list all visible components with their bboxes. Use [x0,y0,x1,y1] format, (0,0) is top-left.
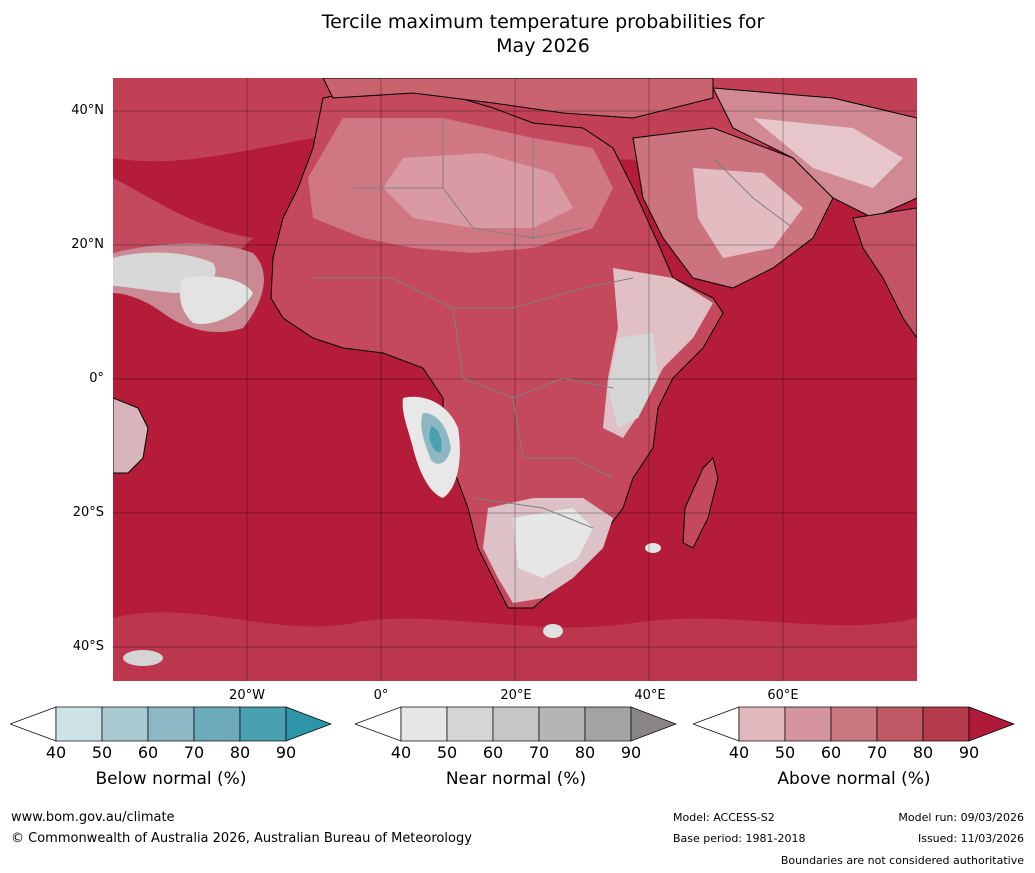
below-tick-80: 80 [229,743,251,762]
base-period-text: Base period: 1981-2018 [673,832,806,845]
below-swatch-40-50 [55,706,103,742]
near-tick-60: 60 [482,743,504,762]
above-tick-50: 50 [774,743,796,762]
below-swatch-over [285,706,332,742]
near-swatch-80-90 [584,706,632,742]
below-tick-40: 40 [45,743,67,762]
above-swatch-40-50 [738,706,786,742]
country-borders [313,118,794,529]
above-swatch-50-60 [784,706,832,742]
sahara-inner-region [383,153,573,228]
above-swatch-under [693,706,740,742]
southern-ocean-patch-2 [645,543,661,553]
near-tick-70: 70 [528,743,550,762]
arabia-lighter-region [693,168,803,258]
below-swatch-60-70 [147,706,195,742]
near-tick-40: 40 [390,743,412,762]
probability-map [113,78,917,681]
above-tick-60: 60 [820,743,842,762]
map-canvas [113,78,917,681]
madagascar [682,457,719,549]
title-line-2: May 2026 [496,35,590,57]
lat-label-40n: 40°N [71,103,104,118]
above-normal-label: Above normal (%) [777,769,931,789]
above-swatch-70-80 [876,706,924,742]
below-swatch-under [10,706,57,742]
colorbar-above-swatches [693,706,1015,742]
disclaimer-text: Boundaries are not considered authoritat… [780,854,1024,867]
lat-label-equator: 0° [89,371,104,386]
southern-ocean-patch-1 [543,624,563,638]
lat-label-20n: 20°N [71,237,104,252]
lon-label-20e: 20°E [500,688,532,703]
colorbar-above-normal [693,706,1015,742]
lat-label-40s: 40°S [72,639,104,654]
below-swatch-70-80 [193,706,241,742]
border-line-7 [472,497,594,529]
near-swatch-50-60 [446,706,494,742]
below-tick-90: 90 [275,743,297,762]
near-swatch-70-80 [538,706,586,742]
lon-label-40e: 40°E [634,688,666,703]
near-tick-50: 50 [436,743,458,762]
lon-label-60e: 60°E [767,688,799,703]
colorbar-below-swatches [10,706,332,742]
above-swatch-60-70 [830,706,878,742]
border-line-8 [712,157,794,229]
near-swatch-60-70 [492,706,540,742]
near-swatch-40-50 [400,706,448,742]
model-text: Model: ACCESS-S2 [673,811,775,824]
colorbar-below-normal [10,706,332,742]
copyright-text: © Commonwealth of Australia 2026, Austra… [11,831,472,846]
model-run-text: Model run: 09/03/2026 [898,811,1024,824]
near-swatch-over [630,706,677,742]
colorbar-near-swatches [355,706,677,742]
atlantic-near-normal-patch-2 [180,276,253,324]
lat-label-20s: 20°S [72,505,104,520]
website-link[interactable]: www.bom.gov.au/climate [11,810,175,825]
southern-africa-near-normal [513,508,593,578]
below-swatch-80-90 [239,706,287,742]
southern-ocean-patch-3 [123,650,163,666]
border-line-4 [313,277,634,309]
colorbar-near-normal [355,706,677,742]
below-tick-70: 70 [183,743,205,762]
namibia-below-normal-core [429,426,442,453]
europe-region [322,78,714,119]
below-tick-50: 50 [91,743,113,762]
south-america-edge [113,397,149,474]
east-africa-near-normal [608,333,658,428]
iran-lighter-region [753,118,903,188]
border-line-6 [512,397,614,479]
lon-label-0: 0° [373,688,389,703]
below-tick-60: 60 [137,743,159,762]
below-swatch-50-60 [101,706,149,742]
below-normal-label: Below normal (%) [95,769,247,789]
chart-title: Tercile maximum temperature probabilitie… [0,10,1035,58]
above-swatch-over [968,706,1015,742]
border-line-1 [353,187,584,239]
title-line-1: Tercile maximum temperature probabilitie… [321,11,765,33]
above-tick-40: 40 [728,743,750,762]
near-swatch-under [355,706,402,742]
near-normal-label: Near normal (%) [445,769,587,789]
above-tick-70: 70 [866,743,888,762]
lon-label-20w: 20°W [229,688,265,703]
graticule [113,78,917,681]
above-tick-80: 80 [912,743,934,762]
india-region [852,207,917,339]
near-tick-80: 80 [574,743,596,762]
near-tick-90: 90 [620,743,642,762]
above-swatch-80-90 [922,706,970,742]
above-tick-90: 90 [958,743,980,762]
issued-text: Issued: 11/03/2026 [917,832,1024,845]
